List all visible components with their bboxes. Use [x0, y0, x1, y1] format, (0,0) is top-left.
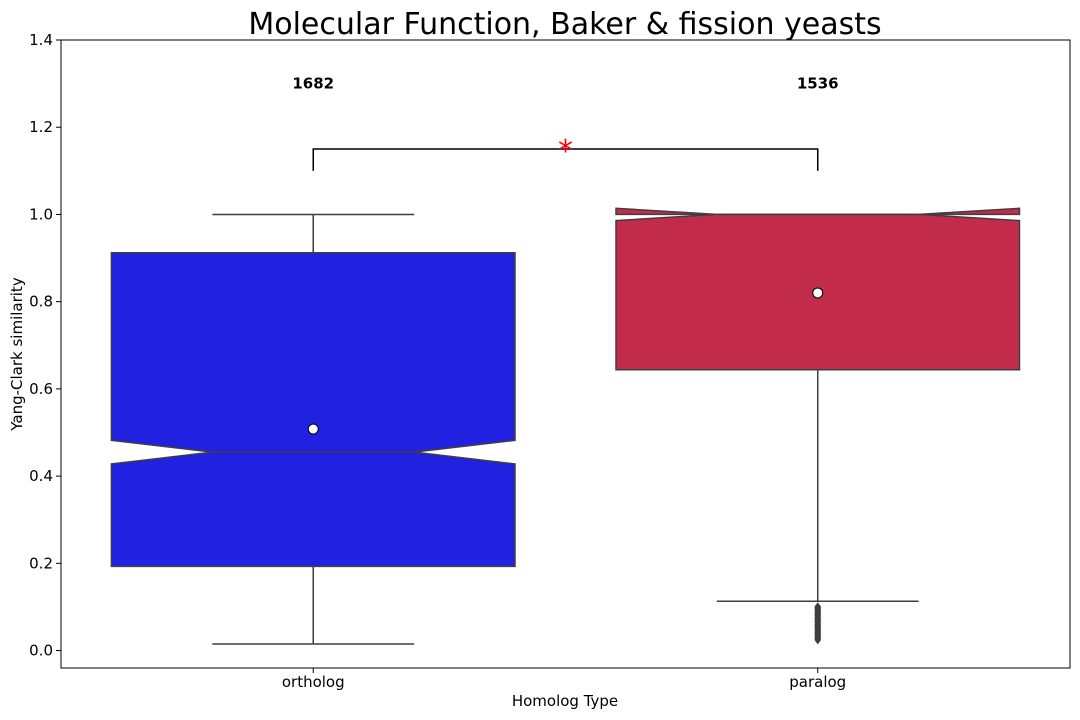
y-tick-label: 1.4: [29, 31, 53, 49]
y-tick-label: 0.0: [29, 642, 53, 660]
chart-title: Molecular Function, Baker & fission yeas…: [248, 7, 881, 42]
y-tick-label: 0.2: [29, 554, 53, 572]
x-tick-label: ortholog: [282, 673, 345, 691]
outlier-point: [814, 634, 822, 645]
significance-label: *: [558, 134, 573, 169]
plot-area: 0.0 0.2 0.4 0.6 0.8 1.0 1.2 1.4 1682 ortholog 1536…: [29, 31, 1021, 691]
x-axis-label: Homolog Type: [512, 692, 618, 710]
count-label: 1536: [797, 75, 839, 93]
significance-bracket: [312, 148, 819, 171]
count-label: 1682: [292, 75, 334, 93]
y-tick-label: 1.0: [29, 205, 53, 223]
y-axis-label: Yang-Clark similarity: [8, 277, 26, 432]
y-tick-label: 0.6: [29, 380, 53, 398]
mean-marker: [307, 423, 319, 435]
y-tick-label: 0.4: [29, 467, 53, 485]
mean-marker: [812, 287, 824, 299]
box-ortholog: [110, 252, 516, 568]
plot-frame: [60, 39, 1071, 669]
y-tick-label: 0.8: [29, 293, 53, 311]
y-tick-label: 1.2: [29, 118, 53, 136]
x-tick-label: paralog: [789, 673, 846, 691]
